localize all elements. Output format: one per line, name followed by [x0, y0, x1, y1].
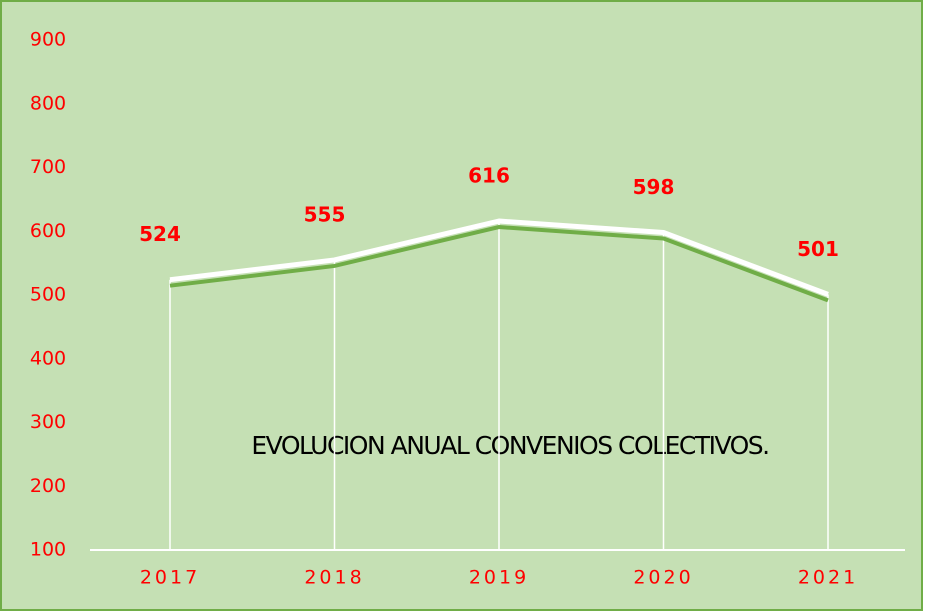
line-shadow — [169, 225, 829, 303]
y-tick-label: 900 — [30, 29, 66, 51]
x-tick-label: 2020 — [633, 567, 693, 589]
chart-title: EVOLUCION ANUAL CONVENIOS COLECTIVOS. — [251, 431, 768, 460]
y-tick-label: 800 — [30, 92, 66, 114]
data-label: 598 — [633, 175, 675, 199]
x-tick-label: 2017 — [140, 567, 200, 589]
data-label: 524 — [139, 222, 181, 246]
y-tick-label: 200 — [30, 475, 66, 497]
data-label: 501 — [797, 237, 839, 261]
y-tick-label: 100 — [30, 539, 66, 561]
data-label: 555 — [304, 202, 346, 226]
data-label: 616 — [468, 164, 510, 188]
x-tick-label: 2019 — [469, 567, 529, 589]
y-tick-label: 400 — [30, 347, 66, 369]
x-tick-label: 2018 — [304, 567, 364, 589]
y-tick-label: 300 — [30, 411, 66, 433]
x-tick-label: 2021 — [798, 567, 858, 589]
y-tick-label: 600 — [30, 220, 66, 242]
y-tick-label: 700 — [30, 156, 66, 178]
y-tick-label: 500 — [30, 284, 66, 306]
line — [169, 218, 829, 297]
